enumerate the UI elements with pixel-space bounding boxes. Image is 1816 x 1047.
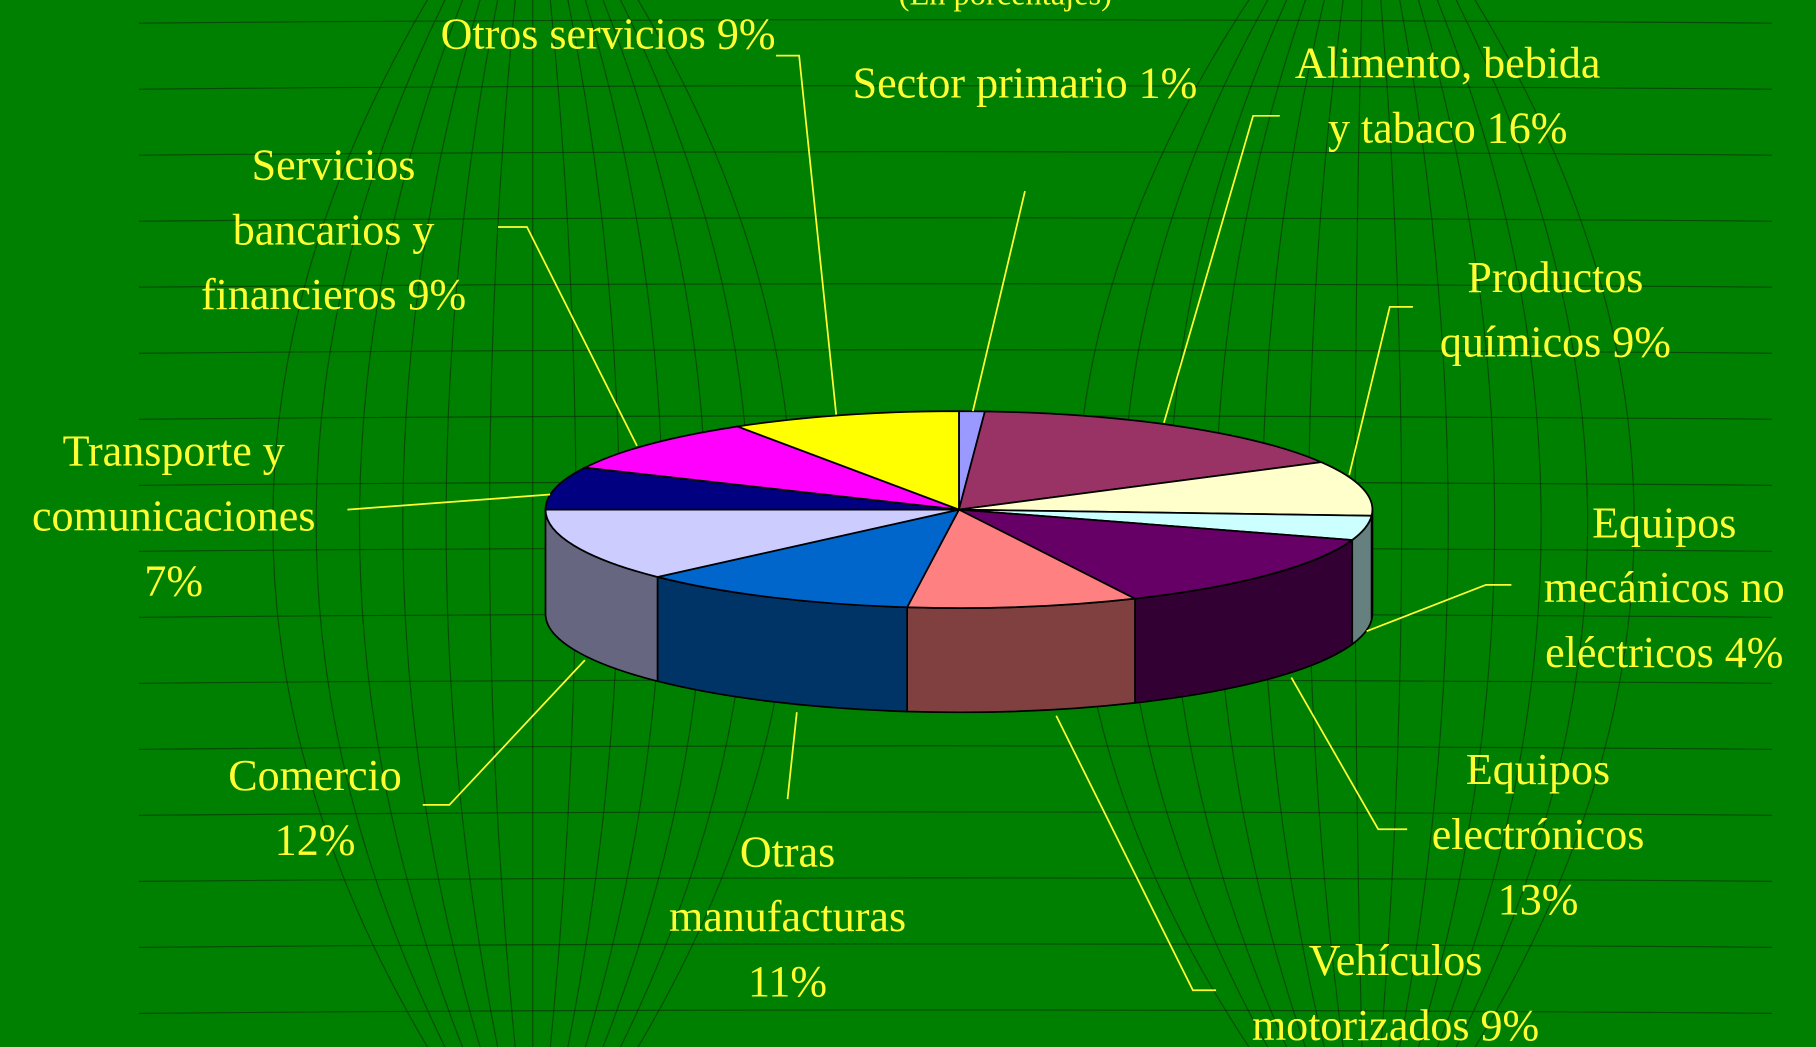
slice-label: Otros servicios 9% — [439, 2, 777, 67]
slice-name: Equipos electrónicos — [1431, 745, 1645, 860]
leader-line — [422, 659, 586, 806]
slice-value: 9% — [407, 271, 467, 320]
slice-name: Vehículos motorizados — [1251, 936, 1483, 1047]
parallel — [138, 283, 1772, 288]
parallel — [138, 943, 1772, 948]
slice-name: Productos químicos — [1439, 253, 1644, 368]
parallel — [138, 85, 1772, 90]
slice-label: Sector primario 1% — [845, 51, 1204, 116]
leader-line — [1055, 715, 1217, 992]
slice — [657, 508, 961, 609]
slice-label: Servicios bancarios y financieros 9% — [171, 133, 495, 328]
meridian — [358, 0, 464, 1047]
slice — [958, 508, 1355, 600]
leader-line — [1290, 677, 1408, 831]
slice-side — [906, 597, 1136, 714]
slice-value: 9% — [1480, 1001, 1540, 1047]
meridian — [1417, 0, 1496, 1047]
parallel — [138, 877, 1772, 882]
meridian — [1474, 0, 1635, 1047]
meridian — [402, 0, 481, 1047]
slice-value: 1% — [1138, 59, 1198, 108]
leader-line — [347, 493, 551, 511]
slice-value: 9% — [716, 10, 776, 60]
slice-name: Servicios bancarios y financieros — [200, 141, 435, 320]
slice-value: 16% — [1486, 104, 1568, 153]
slice — [958, 461, 1374, 517]
slice — [544, 508, 960, 578]
slice-label: Productos químicos 9% — [1414, 246, 1698, 376]
pie — [544, 410, 1374, 714]
leader-line — [1366, 584, 1512, 633]
slice-label: Comercio 12% — [196, 744, 433, 874]
slice-label: Equipos mecánicos no eléctricos 4% — [1517, 491, 1812, 686]
meridian — [1380, 0, 1403, 1047]
slice-name: Transporte y comunicaciones — [31, 427, 316, 541]
parallel — [138, 151, 1772, 156]
slice-label: Transporte y comunicaciones 7% — [0, 419, 347, 614]
slice-value: 7% — [144, 557, 204, 606]
slice-label: Equipos electrónicos 13% — [1402, 738, 1674, 933]
slice-name: Sector primario — [852, 59, 1128, 108]
slice-name: Otras manufacturas — [669, 828, 907, 942]
meridian — [1455, 0, 1589, 1047]
slice-value: 12% — [274, 816, 356, 866]
slice-name: Alimento, bebida y tabaco — [1294, 39, 1601, 153]
leader-line — [775, 54, 838, 415]
slice-label: Otras manufacturas 11% — [643, 820, 933, 1015]
slice — [957, 410, 1325, 511]
slice-value: 4% — [1724, 628, 1784, 678]
meridian — [272, 0, 429, 1047]
slice — [733, 410, 960, 511]
slice-value: 11% — [748, 957, 828, 1007]
chart-subtitle: (En porcentajes) — [899, 0, 1112, 13]
slice-name: Equipos mecánicos no eléctricos — [1543, 499, 1785, 678]
meridian — [1399, 0, 1449, 1047]
slice — [581, 425, 960, 511]
slice — [544, 466, 960, 511]
leader-line — [786, 712, 798, 800]
meridian — [445, 0, 499, 1047]
parallel — [138, 349, 1772, 354]
leader-line — [1348, 306, 1413, 476]
slice-name: Otros servicios — [440, 10, 706, 60]
meridian — [315, 0, 446, 1047]
leader-line — [972, 190, 1026, 412]
leaders — [347, 54, 1512, 992]
meridian — [1436, 0, 1542, 1047]
slice-label: Alimento, bebida y tabaco 16% — [1279, 31, 1617, 161]
parallel — [138, 745, 1772, 750]
slice-value: 13% — [1497, 875, 1579, 925]
meridian — [488, 0, 516, 1047]
slice-value: 9% — [1612, 318, 1671, 368]
parallel — [138, 811, 1772, 816]
parallel — [138, 1009, 1772, 1014]
leader-line — [498, 226, 638, 447]
slice-name: Comercio — [228, 751, 402, 801]
slice — [905, 508, 1138, 609]
parallel — [138, 19, 1772, 24]
leader-line — [1163, 114, 1280, 423]
parallel — [138, 217, 1772, 222]
slice-label: Vehículos motorizados 9% — [1219, 929, 1572, 1047]
